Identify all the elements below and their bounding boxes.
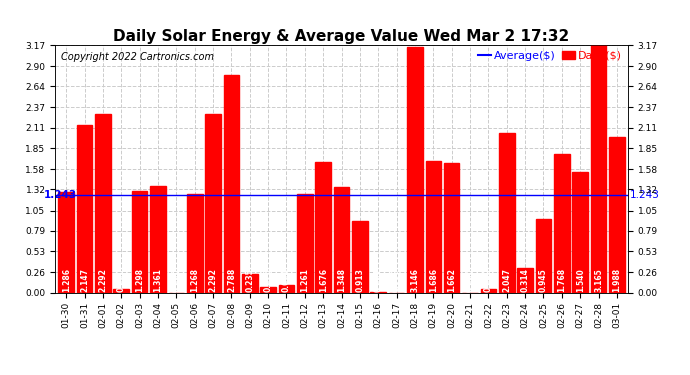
- Text: 1.540: 1.540: [575, 268, 584, 292]
- Bar: [260, 287, 276, 292]
- Title: Daily Solar Energy & Average Value Wed Mar 2 17:32: Daily Solar Energy & Average Value Wed M…: [113, 29, 570, 44]
- Bar: [224, 75, 239, 292]
- Text: 2.788: 2.788: [227, 267, 236, 292]
- Bar: [407, 47, 423, 292]
- Text: 0.235: 0.235: [245, 268, 255, 292]
- Text: 0.094: 0.094: [282, 268, 291, 292]
- Text: 1.676: 1.676: [319, 268, 328, 292]
- Text: 0.070: 0.070: [264, 268, 273, 292]
- Text: 0.913: 0.913: [355, 268, 364, 292]
- Text: 2.292: 2.292: [208, 268, 217, 292]
- Text: 3.146: 3.146: [411, 268, 420, 292]
- Text: 1.361: 1.361: [153, 268, 162, 292]
- Bar: [591, 45, 607, 292]
- Bar: [518, 268, 533, 292]
- Text: 1.768: 1.768: [558, 268, 566, 292]
- Text: 0.050: 0.050: [117, 268, 126, 292]
- Bar: [150, 186, 166, 292]
- Text: 1.686: 1.686: [428, 268, 438, 292]
- Bar: [95, 114, 110, 292]
- Bar: [205, 114, 221, 292]
- Text: 1.988: 1.988: [613, 268, 622, 292]
- Bar: [609, 137, 624, 292]
- Bar: [132, 191, 148, 292]
- Text: 0.000: 0.000: [172, 268, 181, 292]
- Bar: [554, 154, 570, 292]
- Bar: [242, 274, 257, 292]
- Text: 2.147: 2.147: [80, 268, 89, 292]
- Text: 0.000: 0.000: [466, 268, 475, 292]
- Bar: [352, 221, 368, 292]
- Text: 1.243: 1.243: [44, 190, 77, 201]
- Bar: [315, 162, 331, 292]
- Bar: [499, 133, 515, 292]
- Text: 1.298: 1.298: [135, 268, 144, 292]
- Bar: [535, 219, 551, 292]
- Bar: [426, 161, 441, 292]
- Text: 0.314: 0.314: [521, 268, 530, 292]
- Bar: [279, 285, 294, 292]
- Text: 0.000: 0.000: [392, 268, 401, 292]
- Text: 2.292: 2.292: [99, 268, 108, 292]
- Text: 1.662: 1.662: [447, 268, 456, 292]
- Bar: [444, 163, 460, 292]
- Bar: [59, 192, 74, 292]
- Bar: [77, 125, 92, 292]
- Bar: [481, 290, 496, 292]
- Text: 1.243: 1.243: [630, 190, 660, 201]
- Text: 0.945: 0.945: [539, 268, 548, 292]
- Text: 1.268: 1.268: [190, 268, 199, 292]
- Bar: [187, 194, 202, 292]
- Bar: [573, 172, 588, 292]
- Bar: [113, 289, 129, 292]
- Legend: Average($), Daily($): Average($), Daily($): [477, 51, 622, 61]
- Text: Copyright 2022 Cartronics.com: Copyright 2022 Cartronics.com: [61, 53, 214, 62]
- Text: 1.348: 1.348: [337, 268, 346, 292]
- Text: 3.165: 3.165: [594, 268, 603, 292]
- Bar: [334, 187, 349, 292]
- Text: 2.047: 2.047: [502, 268, 511, 292]
- Text: 0.040: 0.040: [484, 268, 493, 292]
- Text: 0.001: 0.001: [374, 268, 383, 292]
- Text: 1.261: 1.261: [300, 268, 309, 292]
- Bar: [297, 194, 313, 292]
- Text: 1.286: 1.286: [61, 268, 70, 292]
